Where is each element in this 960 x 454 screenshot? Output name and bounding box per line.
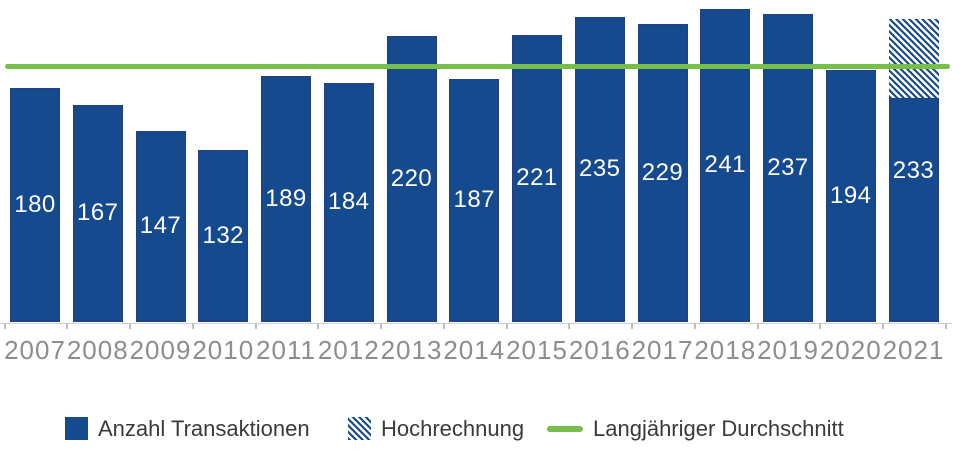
x-axis-label: 2020 (819, 335, 882, 365)
average-line (5, 64, 950, 69)
bar-value-label: 184 (327, 188, 370, 216)
x-axis-label: 2019 (757, 335, 819, 365)
axis-tick (631, 323, 634, 329)
bar-value-label: 147 (139, 212, 182, 240)
bar-value-label: 237 (767, 153, 809, 181)
line-swatch-icon (547, 425, 583, 432)
solid-swatch-icon (65, 417, 88, 440)
axis-tick (756, 323, 759, 329)
bar-value-label: 241 (704, 151, 747, 179)
axis-tick (882, 323, 885, 329)
bar (512, 34, 562, 322)
axis-tick (317, 323, 320, 329)
bar (386, 36, 437, 322)
bar-value-label: 189 (265, 185, 307, 213)
x-axis-label: 2018 (694, 335, 757, 365)
legend-item-projection: Hochrechnung (348, 417, 524, 440)
bar-value-label: 180 (14, 191, 56, 218)
bar-projection-segment (888, 19, 939, 99)
bar (637, 24, 688, 322)
x-axis-label: 2015 (506, 335, 568, 365)
bar (323, 82, 374, 322)
axis-tick (944, 323, 947, 329)
bar-value-label: 167 (76, 199, 119, 227)
legend-label-average: Langjähriger Durchschnitt (593, 416, 844, 441)
bar (10, 88, 60, 322)
legend-label-projection: Hochrechnung (381, 416, 525, 441)
x-axis-label: 2011 (256, 335, 316, 365)
bar-value-label: 233 (892, 156, 935, 184)
x-axis-label: 2012 (317, 335, 380, 365)
x-axis-label: 2008 (66, 335, 129, 365)
legend-label-transactions: Anzahl Transaktionen (98, 416, 310, 441)
bar-value-label: 229 (641, 159, 684, 187)
bar (135, 130, 186, 322)
x-axis-label: 2009 (129, 335, 192, 365)
x-axis-label: 2016 (568, 335, 631, 365)
bar-value-label: 221 (516, 164, 558, 192)
bar (888, 98, 939, 322)
axis-tick (129, 323, 132, 329)
bar (198, 150, 249, 322)
bar (261, 76, 311, 322)
bar-value-label: 194 (829, 181, 872, 209)
axis-tick (380, 323, 383, 329)
bar-value-label: 187 (453, 186, 496, 214)
legend: Anzahl Transaktionen Hochrechnung Langjä… (0, 417, 960, 441)
axis-tick (191, 323, 194, 329)
x-axis-line (0, 323, 952, 324)
axis-tick (505, 323, 508, 329)
bar-value-label: 235 (578, 155, 621, 183)
x-axis-label: 2021 (882, 335, 945, 365)
legend-item-average: Langjähriger Durchschnitt (547, 417, 844, 440)
x-axis-label: 2017 (631, 335, 694, 365)
x-axis-label: 2010 (192, 335, 255, 365)
axis-tick (568, 323, 571, 329)
hatched-swatch-icon (348, 417, 371, 440)
bar (72, 104, 123, 322)
bar-value-label: 132 (202, 222, 245, 250)
axis-tick (66, 323, 69, 329)
x-axis-label: 2007 (4, 335, 66, 365)
x-axis-label: 2013 (380, 335, 443, 365)
bar (825, 69, 876, 322)
axis-tick (254, 323, 257, 329)
bar (449, 78, 500, 322)
axis-tick (3, 323, 6, 329)
bar-value-label: 220 (390, 165, 433, 192)
x-axis-label: 2014 (443, 335, 506, 365)
axis-tick (693, 323, 696, 329)
axis-tick (819, 323, 822, 329)
legend-item-transactions: Anzahl Transaktionen (65, 417, 310, 440)
bar (700, 8, 751, 322)
axis-tick (442, 323, 445, 329)
